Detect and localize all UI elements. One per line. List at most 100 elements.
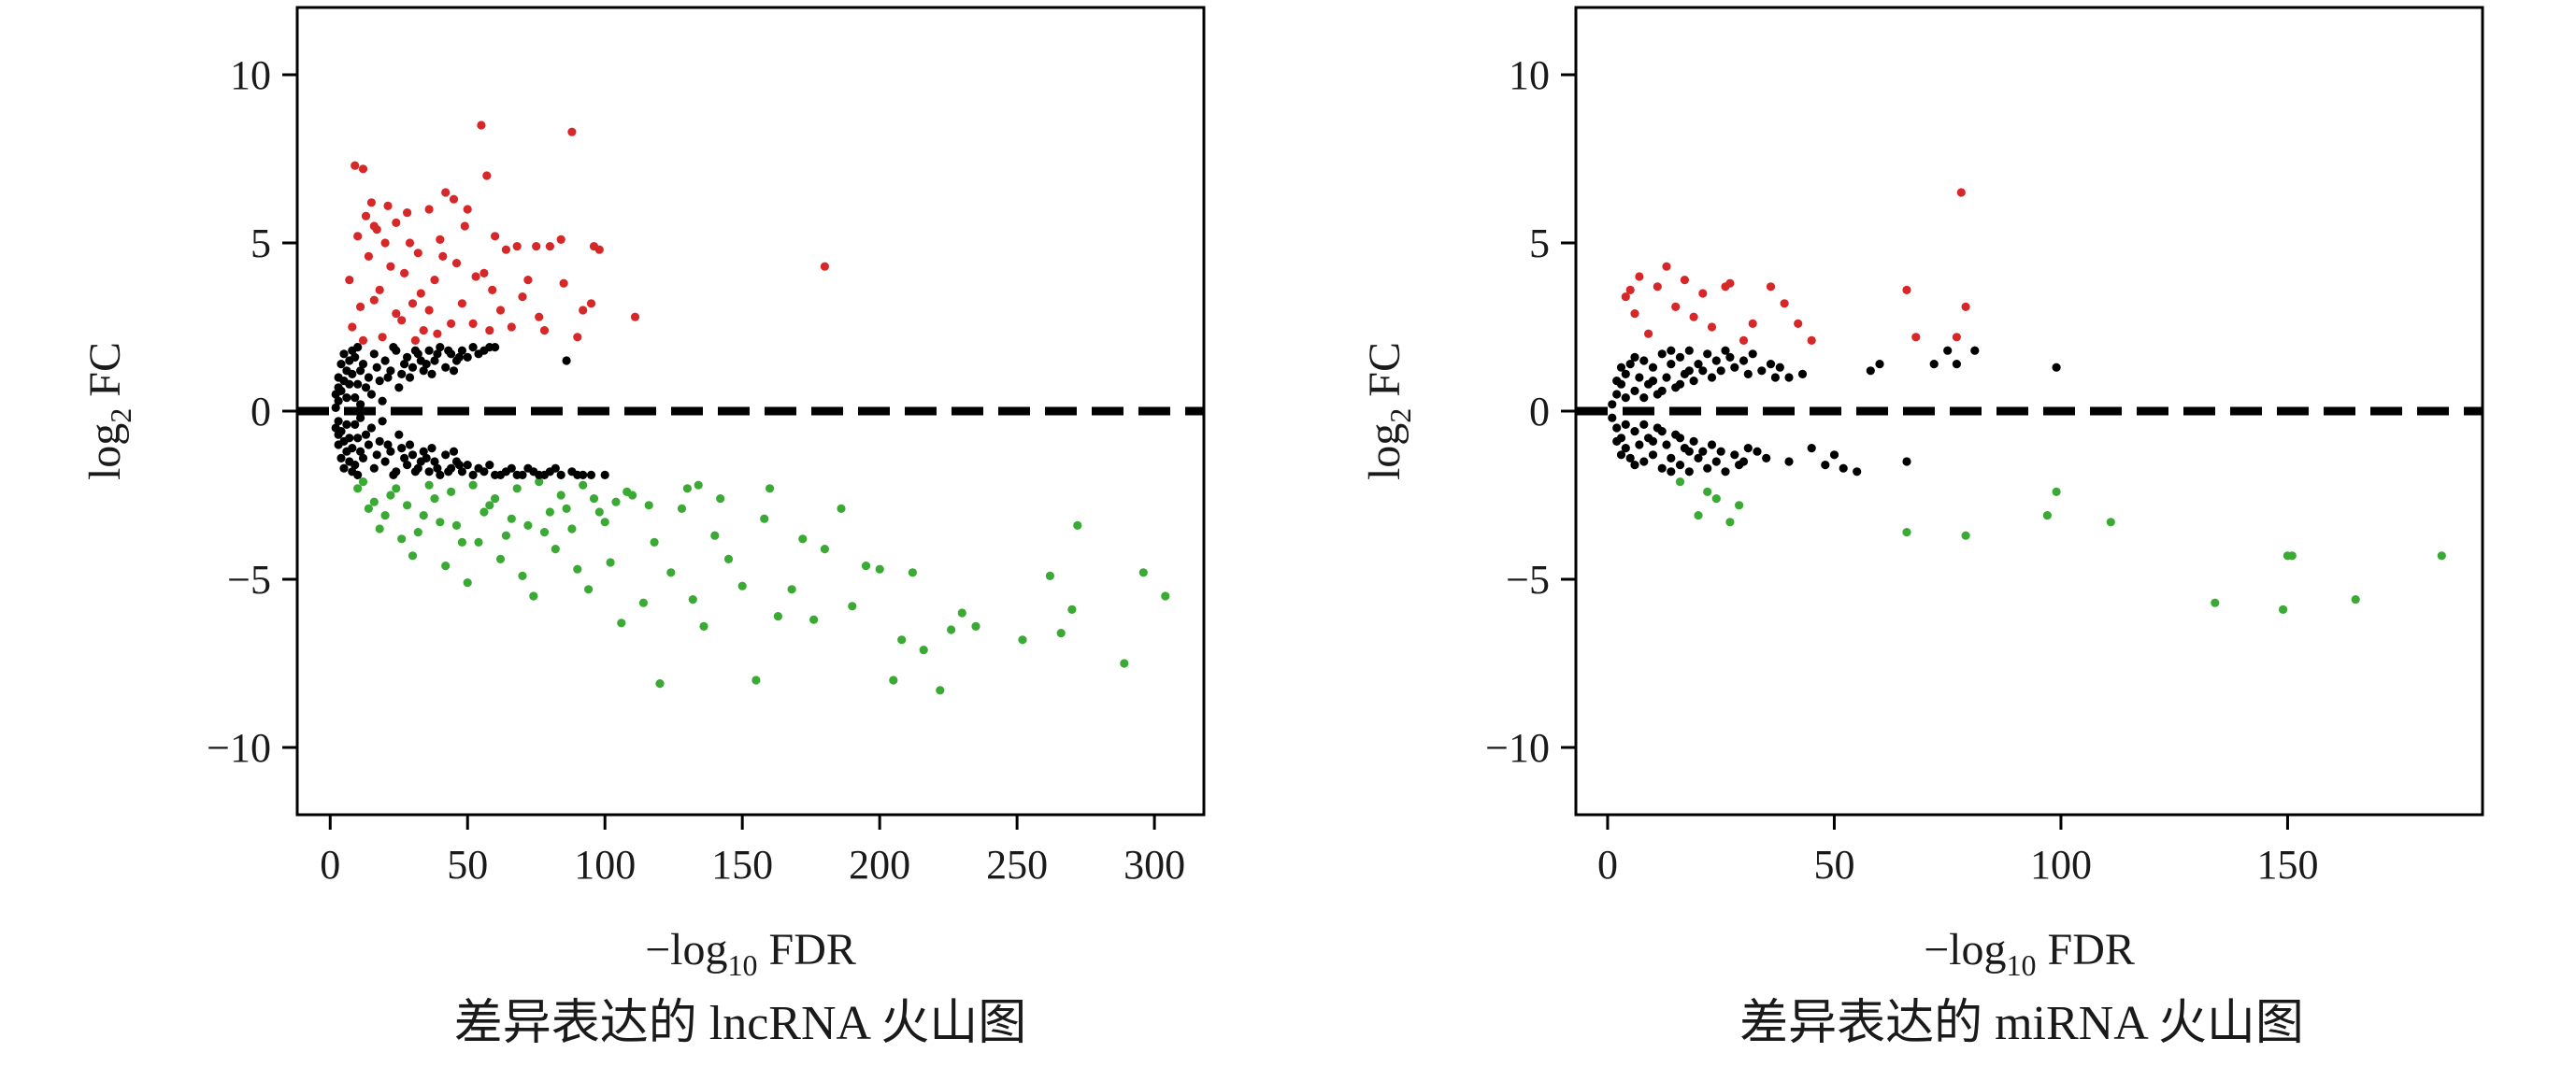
data-point-not-significant xyxy=(397,444,407,453)
data-point-not-significant xyxy=(353,379,363,389)
y-axis-label: log2 FC xyxy=(1360,342,1417,480)
data-point-down xyxy=(529,591,538,601)
data-point-not-significant xyxy=(1657,463,1667,473)
data-point-not-significant xyxy=(539,470,550,479)
data-point-not-significant xyxy=(348,369,357,378)
data-point-not-significant xyxy=(1753,447,1762,456)
data-point-down xyxy=(957,608,966,618)
data-point-not-significant xyxy=(430,356,439,365)
data-point-not-significant xyxy=(1675,352,1685,362)
data-point-up xyxy=(397,316,407,325)
data-point-not-significant xyxy=(386,366,395,376)
data-point-up xyxy=(386,262,395,271)
data-point-not-significant xyxy=(427,369,436,378)
x-axis-label-text: FDR xyxy=(758,925,856,975)
data-point-down xyxy=(760,514,769,523)
data-point-down xyxy=(589,494,599,504)
data-point-not-significant xyxy=(427,444,436,453)
data-point-down xyxy=(380,511,390,520)
data-point-not-significant xyxy=(1784,373,1794,382)
data-point-not-significant xyxy=(364,440,373,449)
data-point-not-significant xyxy=(1952,360,1961,369)
data-point-not-significant xyxy=(1766,360,1776,369)
data-point-not-significant xyxy=(1902,457,1911,466)
data-point-not-significant xyxy=(394,430,404,439)
data-point-down xyxy=(677,504,687,514)
y-tick-label: 10 xyxy=(1509,52,1550,98)
data-point-up xyxy=(579,306,588,315)
data-point-down xyxy=(2211,598,2220,607)
y-tick-label: −5 xyxy=(1506,557,1550,603)
data-point-up xyxy=(451,259,462,268)
data-point-down xyxy=(798,534,808,544)
data-point-up xyxy=(567,127,577,136)
data-point-down xyxy=(501,531,511,540)
y-tick-label: −10 xyxy=(207,725,271,771)
data-point-up xyxy=(485,326,494,335)
x-tick-label: 50 xyxy=(447,842,488,888)
x-axis-label-subscript: 10 xyxy=(2007,948,2037,982)
data-point-up xyxy=(392,309,401,319)
series-down xyxy=(353,477,1170,695)
data-point-not-significant xyxy=(1707,440,1717,449)
data-point-not-significant xyxy=(1775,363,1784,372)
data-point-down xyxy=(688,595,697,605)
data-point-down xyxy=(447,487,456,497)
data-point-down xyxy=(535,477,544,487)
data-point-down xyxy=(737,581,747,590)
data-point-up xyxy=(353,232,363,241)
data-point-up xyxy=(495,306,506,315)
data-point-not-significant xyxy=(375,436,384,446)
data-point-down xyxy=(573,564,582,574)
data-point-down xyxy=(556,491,565,500)
data-point-not-significant xyxy=(386,447,395,456)
data-point-up xyxy=(366,198,376,207)
data-point-not-significant xyxy=(403,352,412,362)
x-axis-label: −log10 FDR xyxy=(1924,925,2135,982)
data-point-not-significant xyxy=(1797,369,1808,378)
data-point-down xyxy=(716,494,725,504)
data-point-up xyxy=(539,326,550,335)
data-point-not-significant xyxy=(457,346,466,355)
data-point-not-significant xyxy=(1675,461,1685,470)
data-point-not-significant xyxy=(405,373,415,382)
data-point-up xyxy=(463,205,472,214)
data-point-not-significant xyxy=(403,461,412,470)
data-point-down xyxy=(710,531,720,540)
x-axis-label-text: −log xyxy=(645,925,727,975)
data-point-up xyxy=(1739,335,1749,345)
data-point-up xyxy=(1707,322,1717,332)
data-point-up xyxy=(460,221,469,231)
data-point-up xyxy=(501,245,511,254)
data-point-down xyxy=(353,484,363,493)
data-point-not-significant xyxy=(1657,427,1667,436)
data-point-not-significant xyxy=(586,470,596,479)
data-point-up xyxy=(1625,285,1635,294)
data-point-not-significant xyxy=(356,447,365,456)
data-point-not-significant xyxy=(1694,453,1703,462)
data-point-up xyxy=(479,268,489,277)
data-point-not-significant xyxy=(419,447,428,456)
data-point-down xyxy=(392,484,401,493)
data-point-not-significant xyxy=(356,413,365,422)
y-tick-label: −10 xyxy=(1485,725,1550,771)
data-point-down xyxy=(1161,591,1170,601)
data-point-down xyxy=(463,578,472,588)
y-axis-label-subscript: 2 xyxy=(1383,408,1417,423)
y-tick-label: 5 xyxy=(250,221,271,266)
data-point-down xyxy=(457,537,466,548)
x-axis-label-text: FDR xyxy=(2037,925,2135,975)
data-point-up xyxy=(361,211,371,221)
lncrna-caption: 差异表达的 lncRNA 火山图 xyxy=(454,997,1026,1050)
data-point-not-significant xyxy=(1739,356,1749,365)
data-point-down xyxy=(495,554,506,564)
data-point-not-significant xyxy=(339,463,349,473)
y-axis-label-text: FC xyxy=(80,342,130,408)
data-point-not-significant xyxy=(1657,386,1667,395)
data-point-down xyxy=(1961,531,1970,540)
data-point-not-significant xyxy=(353,470,363,479)
data-point-not-significant xyxy=(383,373,393,382)
data-point-not-significant xyxy=(356,366,365,376)
data-point-not-significant xyxy=(1703,463,1712,473)
data-point-not-significant xyxy=(1716,447,1725,456)
